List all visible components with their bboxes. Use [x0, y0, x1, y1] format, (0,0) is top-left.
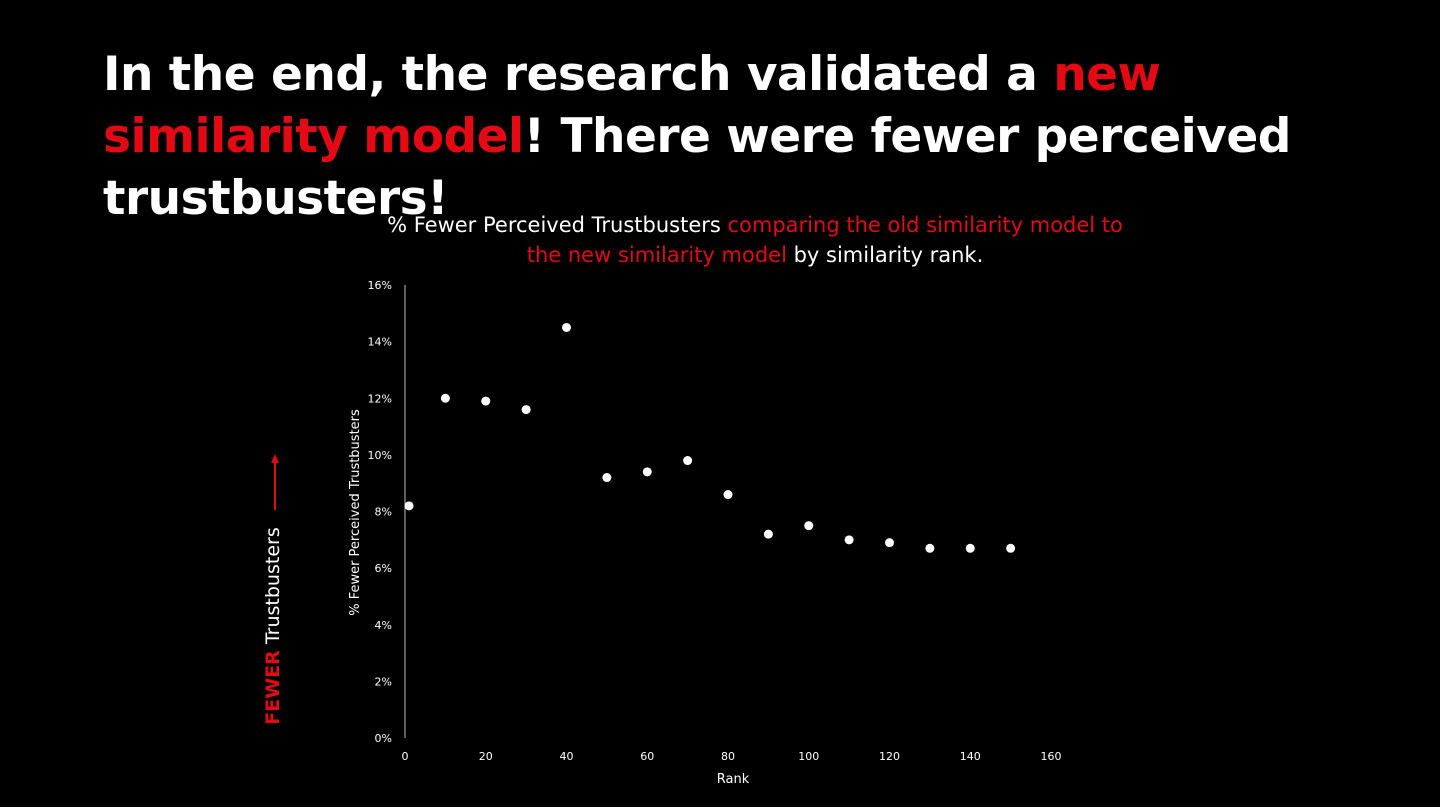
data-points [404, 322, 1016, 553]
x-tick-labels: 0 20 40 60 80 100 120 140 160 [402, 750, 1062, 763]
headline-part-3: ! There were fewer perceived trustbuster… [103, 109, 1291, 226]
data-point [642, 467, 652, 477]
y-tick-label: 12% [368, 392, 392, 405]
y-axis-label: % Fewer Perceived Trustbusters [348, 409, 363, 616]
data-point [1006, 543, 1016, 553]
x-tick-label: 140 [960, 750, 981, 763]
chart-title-part-1: % Fewer Perceived Trustbusters [387, 213, 728, 237]
up-arrow-line [274, 462, 276, 510]
data-point [723, 490, 733, 500]
headline-part-1: In the end, the research validated a [103, 47, 1054, 102]
y-tick-label: 10% [368, 449, 392, 462]
y-tick-label: 16% [368, 279, 392, 292]
data-point [925, 543, 935, 553]
data-point [404, 501, 414, 511]
data-point [481, 396, 491, 406]
y-tick-label: 4% [375, 619, 392, 632]
y-tick-label: 6% [375, 562, 392, 575]
data-point [562, 322, 571, 332]
data-point [521, 405, 531, 415]
chart-title-highlight: comparing the old similarity model to th… [526, 213, 1123, 267]
y-tick-label: 8% [375, 506, 392, 519]
data-point [965, 543, 975, 553]
x-tick-label: 160 [1041, 750, 1062, 763]
y-tick-label: 2% [375, 675, 392, 688]
data-point [763, 529, 773, 539]
slide-headline: In the end, the research validated a new… [103, 44, 1363, 230]
y-tick-labels: 0% 2% 4% 6% 8% 10% 12% 14% 16% [368, 279, 392, 745]
chart-title-part-3: by similarity rank. [786, 243, 984, 267]
x-tick-label: 0 [402, 750, 409, 763]
headline-highlight: new similarity model [103, 47, 1161, 164]
data-point [885, 538, 894, 548]
x-tick-label: 80 [721, 750, 735, 763]
up-arrow-icon [271, 454, 279, 463]
data-point [602, 473, 612, 483]
x-tick-label: 60 [640, 750, 654, 763]
y-tick-label: 0% [375, 732, 392, 745]
y-tick-label: 14% [368, 336, 392, 349]
x-tick-label: 20 [479, 750, 493, 763]
x-tick-label: 40 [560, 750, 574, 763]
data-point [440, 393, 450, 403]
data-point [804, 521, 814, 531]
x-tick-label: 100 [798, 750, 819, 763]
chart-title: % Fewer Perceived Trustbusters comparing… [380, 210, 1130, 270]
x-tick-label: 120 [879, 750, 900, 763]
data-point [683, 456, 693, 466]
data-point [844, 535, 854, 545]
x-axis-label: Rank [717, 772, 750, 787]
